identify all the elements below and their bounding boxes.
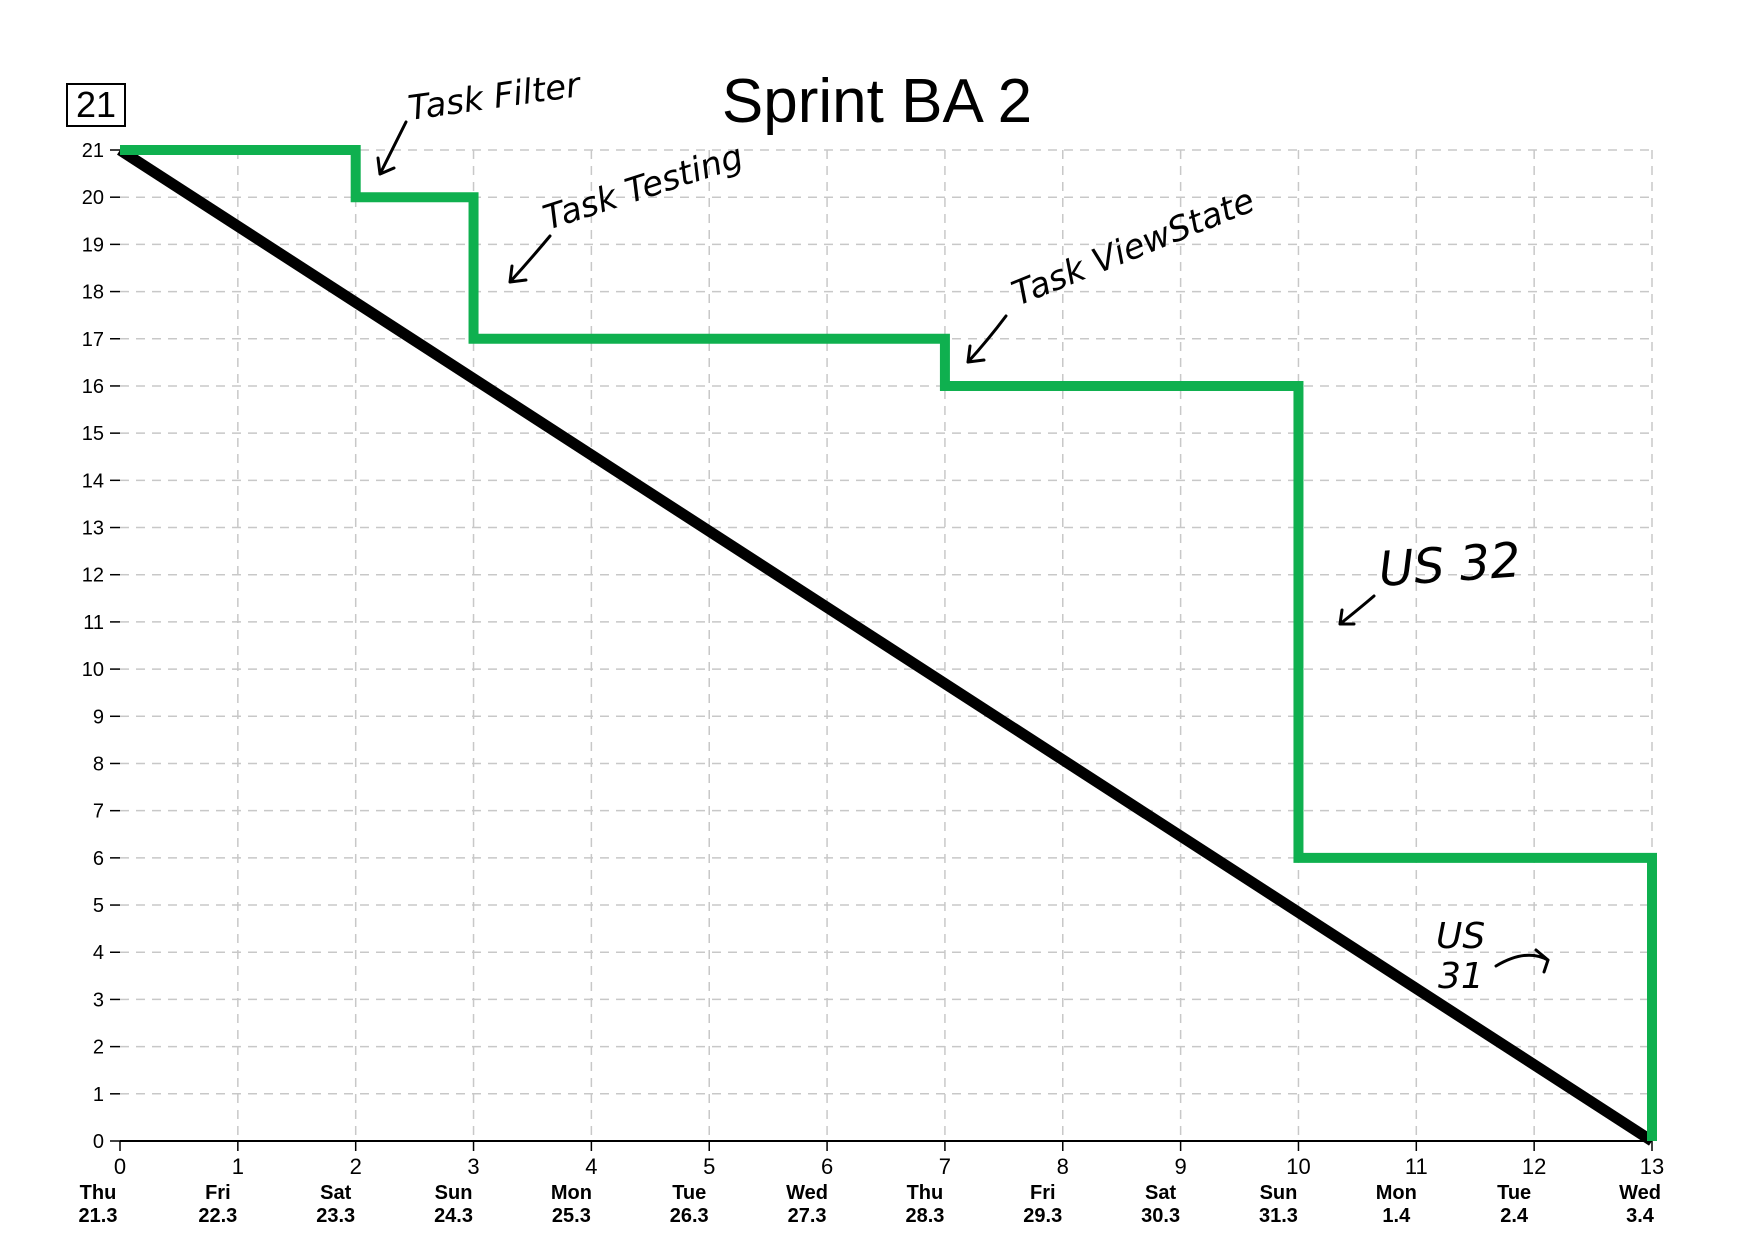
x-date-label: 24.3 <box>434 1205 473 1227</box>
x-tick-label: 0 <box>114 1154 126 1179</box>
x-tick-label: 12 <box>1522 1154 1546 1179</box>
y-tick-label: 5 <box>93 895 104 917</box>
annotation-text: Task Testing <box>538 136 748 238</box>
y-tick-label: 21 <box>82 140 104 162</box>
x-date-label: 22.3 <box>198 1205 237 1227</box>
x-tick-label: 5 <box>703 1154 715 1179</box>
x-tick-label: 8 <box>1057 1154 1069 1179</box>
x-day-label: Tue <box>672 1182 706 1204</box>
annotation: Task ViewState <box>966 181 1260 364</box>
x-tick-label: 3 <box>467 1154 479 1179</box>
chart-title: Sprint BA 2 <box>721 67 1033 136</box>
y-tick-label: 15 <box>82 423 104 445</box>
x-day-label: Wed <box>1619 1182 1661 1204</box>
y-tick-label: 17 <box>82 329 104 351</box>
y-tick-label: 13 <box>82 518 104 540</box>
annotation-text: 31 <box>1438 956 1484 997</box>
x-day-label: Sun <box>435 1182 473 1204</box>
y-tick-label: 19 <box>82 234 104 256</box>
annotation: Task Testing <box>508 136 748 284</box>
y-tick-label: 3 <box>93 989 104 1011</box>
x-tick-label: 10 <box>1286 1154 1310 1179</box>
x-tick-label: 4 <box>585 1154 597 1179</box>
x-day-label: Thu <box>80 1182 117 1204</box>
x-date-label: 25.3 <box>552 1205 591 1227</box>
remaining-line <box>120 145 1657 1141</box>
annotation-arrow <box>1338 594 1376 626</box>
annotation-text: US 32 <box>1377 532 1522 598</box>
x-day-label: Wed <box>786 1182 828 1204</box>
x-day-label: Tue <box>1497 1182 1531 1204</box>
y-tick-label: 10 <box>82 659 104 681</box>
sprint-points-box: 21 <box>66 83 126 127</box>
x-tick-label: 1 <box>232 1154 244 1179</box>
x-date-label: 2.4 <box>1500 1205 1529 1227</box>
x-date-label: 3.4 <box>1626 1205 1655 1227</box>
y-tick-label: 7 <box>93 801 104 823</box>
x-day-label: Fri <box>205 1182 231 1204</box>
ideal-line <box>117 145 1655 1146</box>
x-date-label: 30.3 <box>1141 1205 1180 1227</box>
x-day-label: Sat <box>320 1182 351 1204</box>
y-tick-label: 9 <box>93 706 104 728</box>
annotation-arrow <box>1494 948 1550 974</box>
annotation-arrow <box>376 120 408 176</box>
annotation-arrow <box>966 314 1008 364</box>
annotation-text: Task Filter <box>406 65 585 129</box>
y-tick-label: 14 <box>82 470 104 492</box>
y-tick-label: 12 <box>82 565 104 587</box>
y-tick-label: 11 <box>83 612 104 634</box>
x-date-label: 26.3 <box>670 1205 709 1227</box>
x-day-label: Mon <box>1376 1182 1417 1204</box>
grid-lines <box>120 149 1653 1141</box>
x-tick-label: 6 <box>821 1154 833 1179</box>
y-tick-label: 1 <box>93 1084 104 1106</box>
x-day-label: Fri <box>1030 1182 1056 1204</box>
x-day-label: Thu <box>907 1182 944 1204</box>
y-tick-label: 20 <box>82 187 104 209</box>
y-tick-label: 8 <box>93 753 104 775</box>
x-tick-label: 13 <box>1640 1154 1664 1179</box>
x-day-label: Sun <box>1260 1182 1298 1204</box>
series-layer <box>117 145 1657 1146</box>
y-tick-label: 16 <box>82 376 104 398</box>
x-date-label: 21.3 <box>79 1205 118 1227</box>
y-tick-label: 6 <box>93 848 104 870</box>
y-tick-label: 4 <box>93 942 104 964</box>
x-tick-label: 11 <box>1405 1154 1428 1179</box>
x-date-label: 23.3 <box>316 1205 355 1227</box>
annotation-text: Task ViewState <box>1006 181 1260 315</box>
x-date-label: 27.3 <box>788 1205 827 1227</box>
x-date-label: 1.4 <box>1382 1205 1411 1227</box>
x-tick-label: 7 <box>939 1154 951 1179</box>
y-tick-label: 0 <box>93 1131 104 1153</box>
annotation: US 32 <box>1338 532 1522 626</box>
x-tick-label: 2 <box>350 1154 362 1179</box>
axes: 01234567891011121314151617181920210Thu21… <box>79 140 1665 1227</box>
x-day-label: Mon <box>551 1182 592 1204</box>
x-date-label: 29.3 <box>1023 1205 1062 1227</box>
x-tick-label: 9 <box>1174 1154 1186 1179</box>
annotation: Task Filter <box>376 65 585 176</box>
y-tick-label: 18 <box>82 282 104 304</box>
annotation-text: US <box>1436 916 1485 957</box>
x-day-label: Sat <box>1145 1182 1176 1204</box>
annotation-arrow <box>508 234 552 284</box>
x-date-label: 31.3 <box>1259 1205 1298 1227</box>
x-date-label: 28.3 <box>905 1205 944 1227</box>
y-tick-label: 2 <box>93 1037 104 1059</box>
